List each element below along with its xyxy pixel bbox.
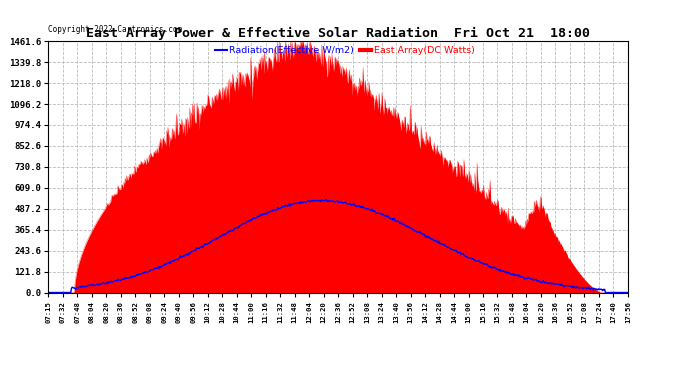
Legend: Radiation(Effective W/m2), East Array(DC Watts): Radiation(Effective W/m2), East Array(DC… (215, 46, 475, 55)
Title: East Array Power & Effective Solar Radiation  Fri Oct 21  18:00: East Array Power & Effective Solar Radia… (86, 27, 590, 40)
Text: Copyright 2022 Cartronics.com: Copyright 2022 Cartronics.com (48, 25, 182, 34)
